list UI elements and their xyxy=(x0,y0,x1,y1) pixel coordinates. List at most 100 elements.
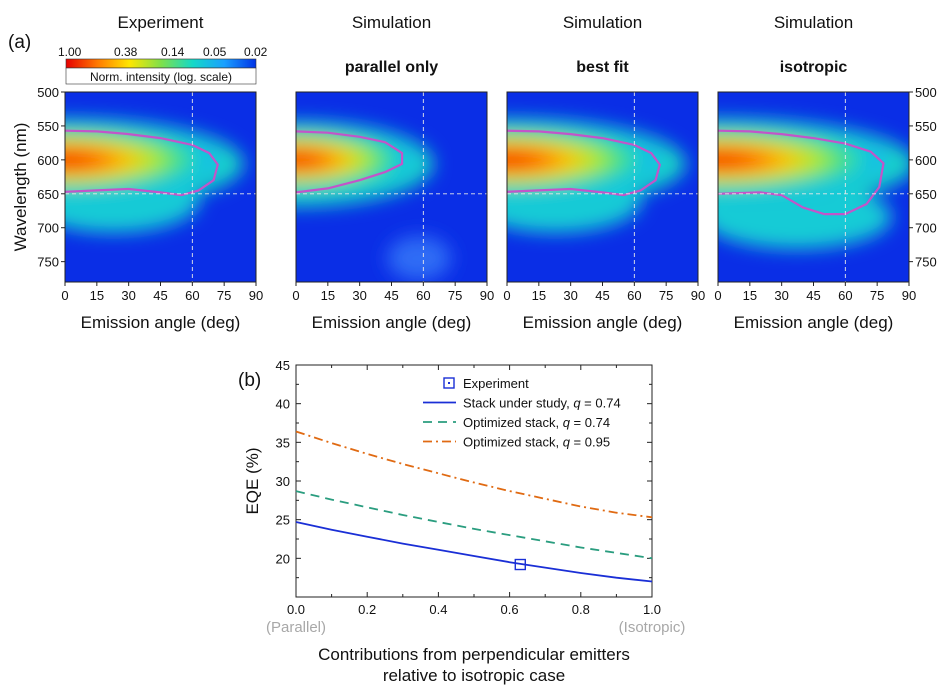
x-tick-label: 45 xyxy=(384,288,398,303)
x-tick-label: 30 xyxy=(774,288,788,303)
x-tick-label: 75 xyxy=(870,288,884,303)
colorbar-tick-label: 0.02 xyxy=(244,45,268,59)
half-max-contour xyxy=(65,129,219,197)
x-tick-label: 0 xyxy=(292,288,299,303)
y-tick-label: 40 xyxy=(276,397,290,412)
panel-title: Simulation xyxy=(352,13,431,32)
y-tick-label: 750 xyxy=(915,255,937,270)
y-axis-label: Wavelength (nm) xyxy=(11,123,30,252)
x-tick-label: 75 xyxy=(448,288,462,303)
panel-title: Simulation xyxy=(774,13,853,32)
panel-title: Simulation xyxy=(563,13,642,32)
half-max-contour xyxy=(507,129,661,197)
x-tick-label: 0.8 xyxy=(572,602,590,617)
x-axis-label-line2: relative to isotropic case xyxy=(383,666,565,685)
x-tick-label: 0 xyxy=(714,288,721,303)
series-line-dashed xyxy=(295,490,653,560)
y-tick-label: 750 xyxy=(37,255,59,270)
y-tick-label: 600 xyxy=(37,153,59,168)
x-tick-label: 15 xyxy=(321,288,335,303)
heatmap-panel-parallel-only: 0 15 30 45 60 75 90 Emission angle (deg) Simulat… xyxy=(292,13,494,332)
y-tick-label: 500 xyxy=(37,85,59,100)
half-max-contour xyxy=(718,129,885,216)
panel-subtitle: parallel only xyxy=(345,59,438,76)
x-tick-label: 1.0 xyxy=(643,602,661,617)
heatmap-field xyxy=(507,92,698,282)
x-tick-label: 90 xyxy=(480,288,494,303)
x-tick-label: 0 xyxy=(61,288,68,303)
heatmap-field xyxy=(718,92,909,282)
y-tick-label: 550 xyxy=(37,119,59,134)
legend-label: Stack under study, q = 0.74 xyxy=(463,396,621,411)
y-tick-label: 650 xyxy=(915,187,937,202)
x-axis-label: Emission angle (deg) xyxy=(734,313,894,332)
y-tick-label: 500 xyxy=(915,85,937,100)
x-axis-label: Emission angle (deg) xyxy=(81,313,241,332)
legend-label: Experiment xyxy=(463,376,529,391)
x-end-label-parallel: (Parallel) xyxy=(266,619,326,636)
legend-marker-dot xyxy=(448,382,450,384)
x-tick-label: 90 xyxy=(249,288,263,303)
colorbar-tick-label: 0.05 xyxy=(203,45,227,59)
x-axis-label: Contributions from perpendicular emitter… xyxy=(318,645,630,664)
y-tick-label: 700 xyxy=(915,221,937,236)
series-line-solid xyxy=(295,521,653,583)
x-tick-label: 30 xyxy=(563,288,577,303)
colorbar-label-box xyxy=(65,67,257,85)
y-tick-label: 35 xyxy=(276,435,290,450)
half-max-contour xyxy=(296,130,404,194)
x-tick-label: 45 xyxy=(806,288,820,303)
x-tick-label: 30 xyxy=(121,288,135,303)
heatmap-panel-experiment: 0 15 30 45 60 75 90 Emission angle (deg) 500 550 6… xyxy=(11,13,263,332)
y-tick-label: 45 xyxy=(276,358,290,373)
y-tick-label: 20 xyxy=(276,551,290,566)
heatmap-panel-best-fit: 0 15 30 45 60 75 90 Emission angle (deg) Simulat… xyxy=(503,13,705,332)
colorbar-strip xyxy=(65,58,257,69)
colorbar-tick-label: 0.14 xyxy=(161,45,185,59)
intensity-core xyxy=(718,124,886,196)
panel-a-label: (a) xyxy=(8,32,31,53)
x-tick-label: 75 xyxy=(659,288,673,303)
panel-subtitle: best fit xyxy=(576,59,629,76)
x-tick-label: 15 xyxy=(90,288,104,303)
panel-b-label: (b) xyxy=(238,370,261,391)
legend-label: Optimized stack, q = 0.74 xyxy=(463,415,610,430)
y-tick-label: 30 xyxy=(276,474,290,489)
y-tick-label: 25 xyxy=(276,513,290,528)
x-tick-label: 90 xyxy=(691,288,705,303)
y-tick-label: 700 xyxy=(37,221,59,236)
series-line-dashdot xyxy=(295,430,653,519)
eqe-line-chart: 0.0 0.2 0.4 0.6 0.8 1.0 20 25 30 35 40 45 (Parallel)… xyxy=(243,358,685,685)
x-end-label-isotropic: (Isotropic) xyxy=(619,619,686,636)
x-tick-label: 60 xyxy=(838,288,852,303)
x-tick-label: 90 xyxy=(902,288,916,303)
legend-label: Optimized stack, q = 0.95 xyxy=(463,435,610,450)
x-tick-label: 0 xyxy=(503,288,510,303)
intensity-lobe xyxy=(387,236,452,281)
x-tick-label: 0.0 xyxy=(287,602,305,617)
legend: Experiment Stack under study, q = 0.74 Opt… xyxy=(423,376,621,450)
colorbar-tick-label: 1.00 xyxy=(58,45,82,59)
panel-subtitle: isotropic xyxy=(780,59,848,76)
intensity-core xyxy=(296,126,414,194)
x-tick-label: 0.4 xyxy=(429,602,447,617)
y-axis-label: EQE (%) xyxy=(243,447,262,514)
heatmap-panel-isotropic: 0 15 30 45 60 75 90 Emission angle (deg) 500 550 6… xyxy=(714,13,937,332)
legend-marker xyxy=(443,377,455,389)
x-axis-label: Emission angle (deg) xyxy=(312,313,472,332)
colorbar-tick-label: 0.38 xyxy=(114,45,138,59)
colorbar-label: Norm. intensity (log. scale) xyxy=(90,70,232,84)
intensity-lobe xyxy=(718,184,892,250)
x-tick-label: 15 xyxy=(743,288,757,303)
colorbar: 1.00 0.38 0.14 0.05 0.02 Norm. intensity… xyxy=(58,45,268,85)
x-tick-label: 0.2 xyxy=(358,602,376,617)
x-tick-label: 30 xyxy=(352,288,366,303)
x-tick-label: 75 xyxy=(217,288,231,303)
x-tick-label: 60 xyxy=(416,288,430,303)
x-axis-label: Emission angle (deg) xyxy=(523,313,683,332)
x-tick-label: 60 xyxy=(185,288,199,303)
heatmap-field xyxy=(296,92,487,282)
x-tick-label: 45 xyxy=(595,288,609,303)
x-tick-label: 45 xyxy=(153,288,167,303)
